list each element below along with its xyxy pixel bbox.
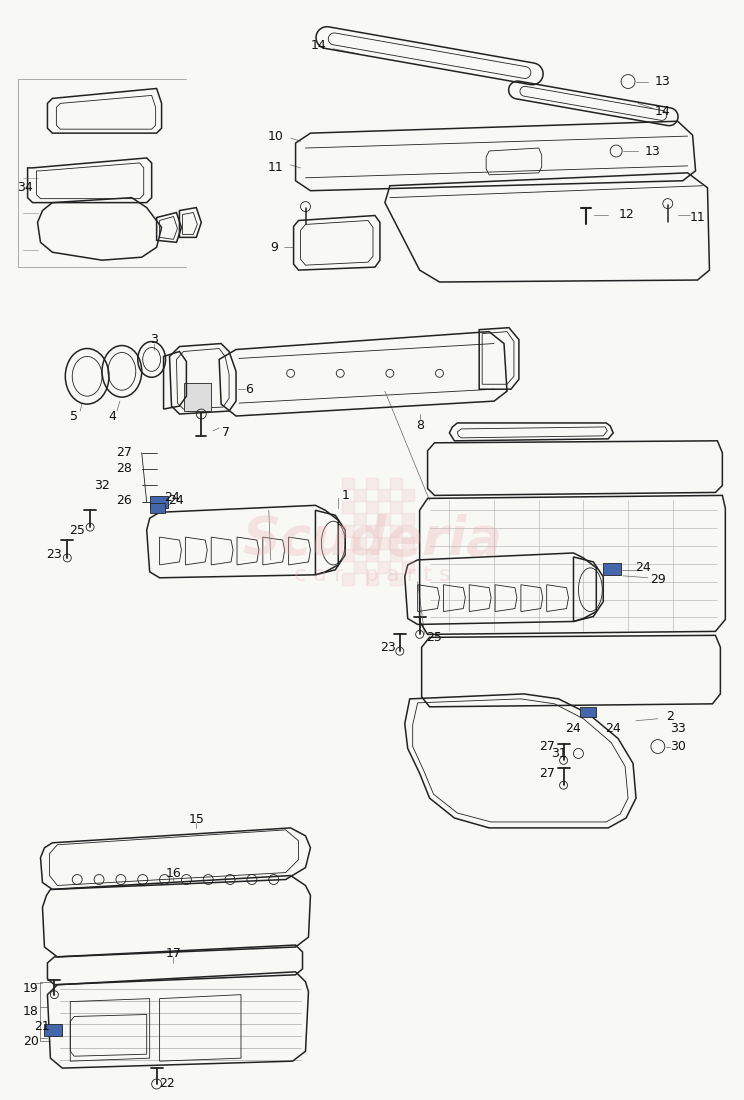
Text: 29: 29 xyxy=(650,573,666,586)
Text: 11: 11 xyxy=(268,162,283,175)
Text: 32: 32 xyxy=(94,478,110,492)
Text: 16: 16 xyxy=(166,867,182,880)
Bar xyxy=(354,490,366,502)
Text: 27: 27 xyxy=(539,767,554,780)
Text: 6: 6 xyxy=(245,383,253,396)
Text: 24: 24 xyxy=(164,491,179,504)
Text: 13: 13 xyxy=(645,144,661,157)
Text: 11: 11 xyxy=(690,211,705,224)
Bar xyxy=(378,490,390,502)
Text: Scuderia: Scuderia xyxy=(242,514,502,566)
Text: 30: 30 xyxy=(670,740,686,754)
Text: 21: 21 xyxy=(35,1020,51,1033)
Text: 25: 25 xyxy=(69,524,85,537)
Text: 7: 7 xyxy=(222,427,230,439)
Text: 10: 10 xyxy=(268,130,283,143)
Bar xyxy=(390,477,402,490)
Text: 19: 19 xyxy=(23,982,39,996)
Text: 22: 22 xyxy=(158,1078,174,1090)
Bar xyxy=(366,549,378,561)
Text: 12: 12 xyxy=(618,208,634,221)
Text: 27: 27 xyxy=(116,447,132,459)
Bar xyxy=(342,525,354,537)
Text: 1: 1 xyxy=(341,488,349,502)
Bar xyxy=(390,573,402,585)
Bar xyxy=(354,514,366,525)
Text: 8: 8 xyxy=(416,419,423,432)
Text: 3: 3 xyxy=(150,333,158,346)
Text: 15: 15 xyxy=(188,814,205,826)
Bar xyxy=(580,707,596,717)
Text: 14: 14 xyxy=(655,104,670,118)
Bar xyxy=(402,537,414,549)
Bar xyxy=(390,502,402,514)
Bar xyxy=(366,502,378,514)
Bar xyxy=(402,490,414,502)
Bar xyxy=(378,514,390,525)
Text: 4: 4 xyxy=(108,409,116,422)
Bar xyxy=(354,537,366,549)
Bar xyxy=(342,549,354,561)
Text: c a r   p a r t s: c a r p a r t s xyxy=(294,564,450,585)
Text: 24: 24 xyxy=(169,494,185,507)
Text: 26: 26 xyxy=(116,494,132,507)
Text: 14: 14 xyxy=(310,40,327,53)
Text: 20: 20 xyxy=(22,1035,39,1048)
Text: 34: 34 xyxy=(16,182,33,195)
Text: 24: 24 xyxy=(635,561,651,574)
Bar xyxy=(150,504,164,514)
Text: 24: 24 xyxy=(606,723,621,735)
Bar xyxy=(342,502,354,514)
Bar xyxy=(603,563,621,575)
Text: 23: 23 xyxy=(47,549,62,561)
Bar xyxy=(366,525,378,537)
Bar xyxy=(366,573,378,585)
Text: 18: 18 xyxy=(22,1005,39,1018)
Text: 25: 25 xyxy=(426,630,443,644)
Bar xyxy=(342,573,354,585)
Text: 5: 5 xyxy=(70,409,78,422)
Bar xyxy=(366,477,378,490)
Text: 23: 23 xyxy=(380,641,396,653)
Text: 13: 13 xyxy=(655,75,670,88)
Bar xyxy=(150,496,167,508)
Bar xyxy=(390,549,402,561)
Text: 28: 28 xyxy=(116,462,132,475)
Bar xyxy=(342,477,354,490)
Bar xyxy=(45,1024,62,1036)
Text: 27: 27 xyxy=(539,740,554,754)
Bar xyxy=(354,561,366,573)
Polygon shape xyxy=(185,383,211,411)
Bar xyxy=(378,561,390,573)
Text: 31: 31 xyxy=(551,747,566,760)
Text: 9: 9 xyxy=(270,241,278,254)
Text: 2: 2 xyxy=(666,711,674,723)
Bar xyxy=(402,561,414,573)
Text: 33: 33 xyxy=(670,723,685,735)
Bar xyxy=(378,537,390,549)
Text: 17: 17 xyxy=(166,947,182,960)
Text: 24: 24 xyxy=(565,723,581,735)
Bar xyxy=(390,525,402,537)
Bar xyxy=(402,514,414,525)
